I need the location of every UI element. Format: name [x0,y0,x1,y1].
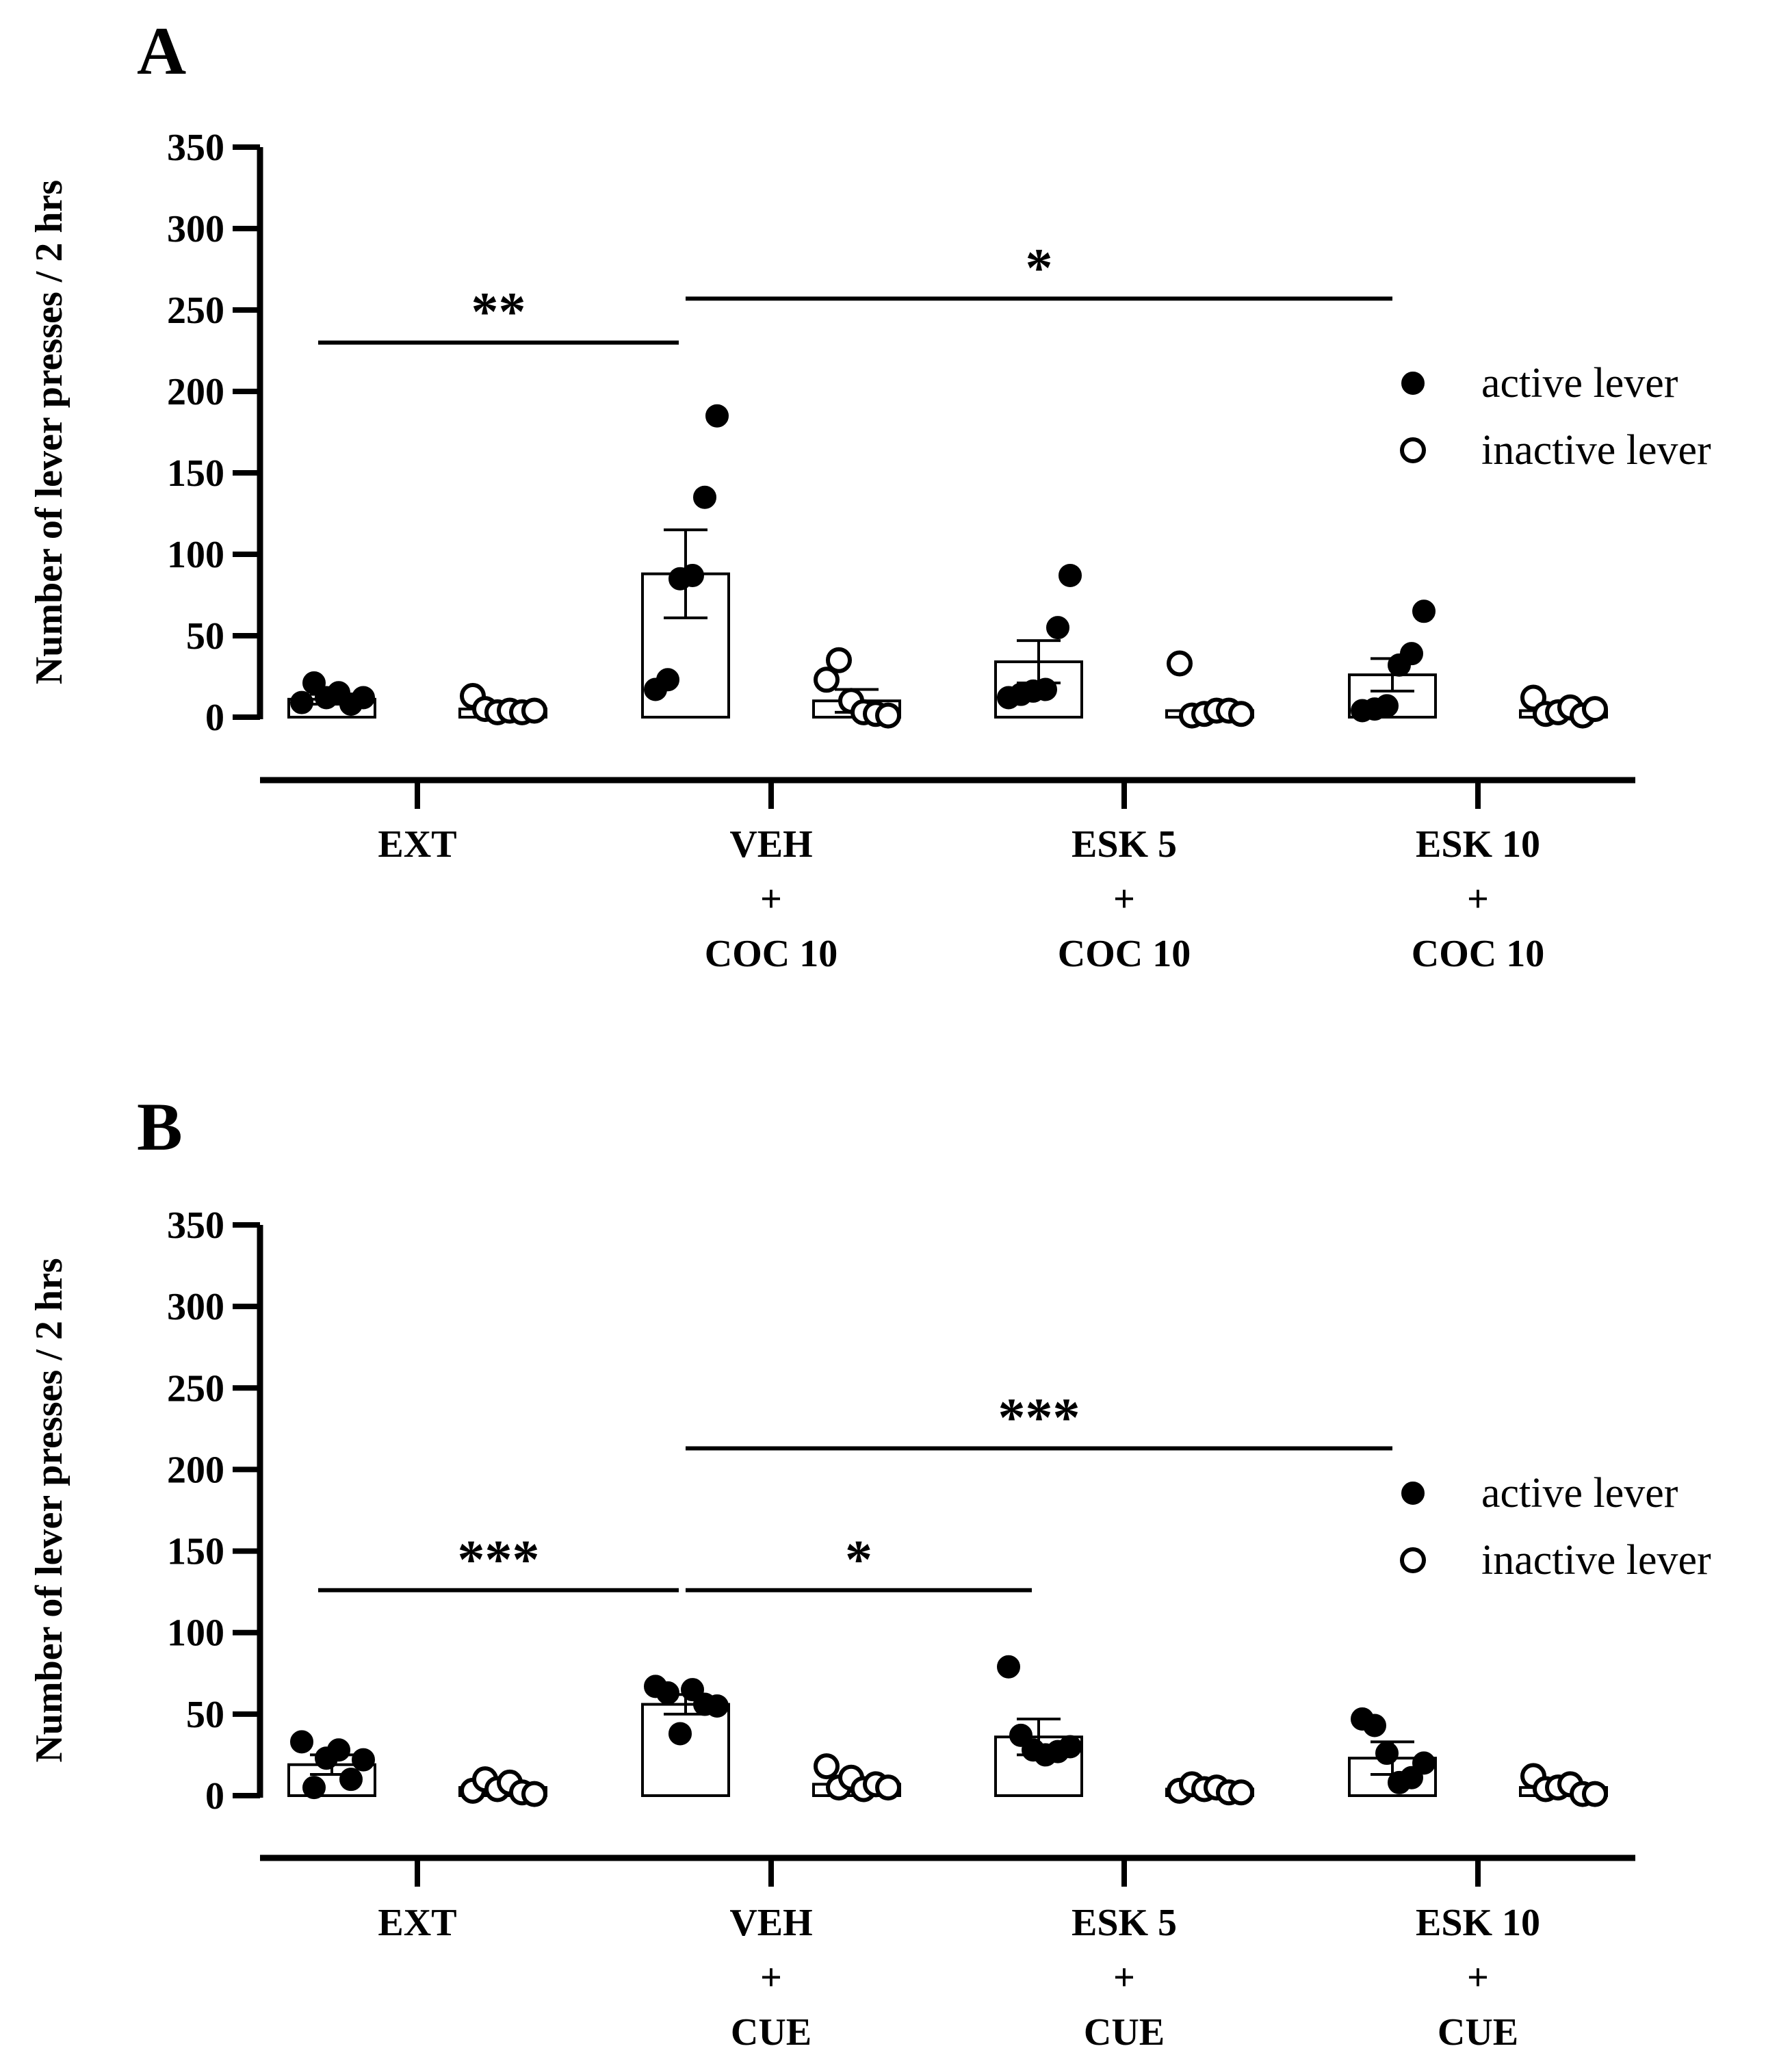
data-point-active [290,1730,313,1754]
data-point-active [1412,1751,1436,1775]
y-tick-label: 0 [205,1775,224,1818]
data-point-active [656,668,679,692]
panel-a-chart: A 0 50 100 150 200 250 300 350 Number of lever p… [28,13,1711,975]
y-tick-label: 250 [167,1367,224,1410]
category-label: + [1467,1956,1489,1999]
panel-b-chart: B 0 50 100 150 200 250 300 350 Number of lever p… [28,1089,1711,2054]
data-point-active [1412,599,1436,623]
legend-label: active lever [1481,360,1678,406]
y-tick-label: 350 [167,127,224,169]
category-label: CUE [731,2011,811,2054]
data-point-active [290,690,313,714]
category-label: COC 10 [1058,933,1191,975]
significance-label: *** [998,1388,1080,1448]
data-point-inactive [1167,650,1193,677]
data-point-active [1375,1742,1399,1766]
legend-label: active lever [1481,1470,1678,1516]
legend-marker-inactive [1400,1547,1426,1573]
data-point-inactive [875,1774,901,1801]
legend-label: inactive lever [1481,427,1711,474]
data-point-inactive [521,1781,547,1807]
category-label: COC 10 [1412,933,1544,975]
category-label: VEH [729,1902,812,1944]
data-point-inactive [1582,1781,1608,1807]
data-point-active [1046,616,1069,640]
category-label: + [1113,878,1135,920]
category-label: CUE [1084,2011,1165,2054]
category-label: ESK 5 [1072,1902,1177,1944]
data-point-active [327,1738,350,1762]
panel-letter: B [137,1089,183,1165]
significance-label: * [1026,238,1053,298]
legend-marker-active [1401,1482,1425,1505]
data-point-active [1059,563,1082,587]
data-point-active [997,1655,1020,1679]
data-point-active [1375,694,1399,718]
y-tick-label: 100 [167,534,224,576]
y-axis-label: Number of lever presses / 2 hrs [28,180,70,684]
data-point-active [1363,1714,1386,1737]
category-label: ESK 10 [1416,823,1540,866]
y-tick-label: 100 [167,1612,224,1655]
y-axis-label: Number of lever presses / 2 hrs [28,1258,70,1762]
category-label: CUE [1438,2011,1518,2054]
significance-label: ** [471,283,526,343]
data-point-inactive [1228,1779,1254,1806]
category-label: ESK 10 [1416,1902,1540,1944]
significance-label: *** [458,1530,540,1590]
y-tick-label: 150 [167,1531,224,1573]
data-point-inactive [875,702,901,729]
category-label: + [760,878,782,920]
data-point-active [705,1694,729,1718]
y-tick-label: 300 [167,208,224,250]
data-point-active [1034,677,1057,701]
y-tick-label: 350 [167,1204,224,1247]
legend-marker-active [1401,372,1425,395]
y-tick-label: 300 [167,1286,224,1328]
data-point-inactive [826,647,852,673]
data-point-inactive [1228,701,1254,727]
data-point-inactive [814,667,840,693]
category-label: VEH [729,823,812,866]
category-label: + [1467,878,1489,920]
y-tick-label: 50 [186,1694,224,1736]
category-label: EXT [378,1902,456,1944]
data-point-active [681,563,704,587]
y-tick-label: 200 [167,1449,224,1491]
category-label: EXT [378,823,456,866]
data-point-active [352,686,375,710]
data-point-active [352,1748,375,1772]
category-label: COC 10 [705,933,837,975]
data-point-inactive [814,1753,840,1780]
data-point-inactive [1582,696,1608,723]
data-point-active [668,1722,692,1746]
data-point-active [1059,1735,1082,1759]
legend-label: inactive lever [1481,1537,1711,1584]
data-point-active [705,404,729,428]
y-tick-label: 250 [167,289,224,332]
legend-marker-inactive [1400,437,1426,463]
data-point-active [656,1681,679,1705]
data-point-inactive [521,697,547,724]
data-point-active [302,1776,326,1800]
y-tick-label: 50 [186,615,224,658]
category-label: ESK 5 [1072,823,1177,866]
data-point-active [339,1768,363,1792]
y-tick-label: 0 [205,697,224,739]
bar-active [641,1703,730,1798]
category-label: + [1113,1956,1135,1999]
y-tick-label: 150 [167,452,224,495]
y-tick-label: 200 [167,371,224,413]
significance-label: * [845,1530,872,1590]
category-label: + [760,1956,782,1999]
data-point-active [693,485,716,509]
panel-letter: A [137,13,186,89]
data-point-active [1400,642,1423,666]
